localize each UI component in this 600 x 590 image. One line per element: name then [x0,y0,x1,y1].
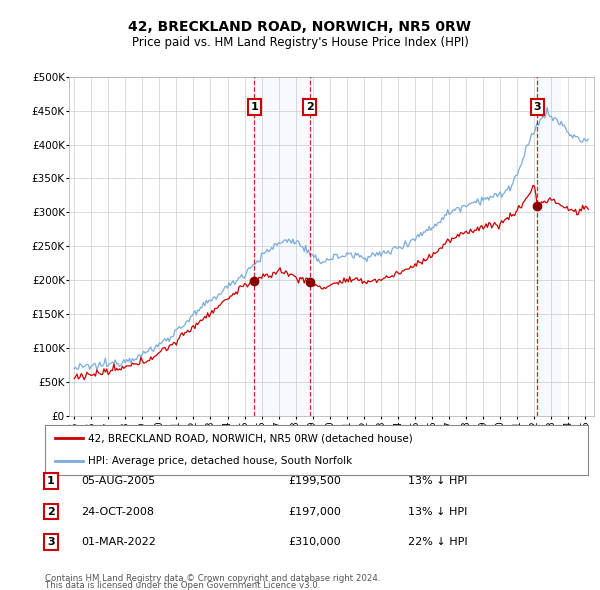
Bar [254,77,310,416]
Text: 1: 1 [47,476,55,486]
Text: £199,500: £199,500 [288,476,341,486]
Text: 13% ↓ HPI: 13% ↓ HPI [408,507,467,516]
Text: This data is licensed under the Open Government Licence v3.0.: This data is licensed under the Open Gov… [45,581,320,590]
Text: 2: 2 [47,507,55,516]
Text: 2: 2 [305,102,313,112]
Text: 42, BRECKLAND ROAD, NORWICH, NR5 0RW (detached house): 42, BRECKLAND ROAD, NORWICH, NR5 0RW (de… [88,433,413,443]
Text: Price paid vs. HM Land Registry's House Price Index (HPI): Price paid vs. HM Land Registry's House … [131,36,469,49]
Text: HPI: Average price, detached house, South Norfolk: HPI: Average price, detached house, Sout… [88,457,353,467]
Text: 22% ↓ HPI: 22% ↓ HPI [408,537,467,547]
Text: 1: 1 [251,102,259,112]
Text: £310,000: £310,000 [288,537,341,547]
Text: 42, BRECKLAND ROAD, NORWICH, NR5 0RW: 42, BRECKLAND ROAD, NORWICH, NR5 0RW [128,19,472,34]
Text: 05-AUG-2005: 05-AUG-2005 [81,476,155,486]
Text: £197,000: £197,000 [288,507,341,516]
Bar [537,77,560,416]
Text: 13% ↓ HPI: 13% ↓ HPI [408,476,467,486]
Text: 3: 3 [533,102,541,112]
Text: Contains HM Land Registry data © Crown copyright and database right 2024.: Contains HM Land Registry data © Crown c… [45,573,380,583]
Text: 3: 3 [47,537,55,547]
Text: 01-MAR-2022: 01-MAR-2022 [81,537,156,547]
Text: 24-OCT-2008: 24-OCT-2008 [81,507,154,516]
